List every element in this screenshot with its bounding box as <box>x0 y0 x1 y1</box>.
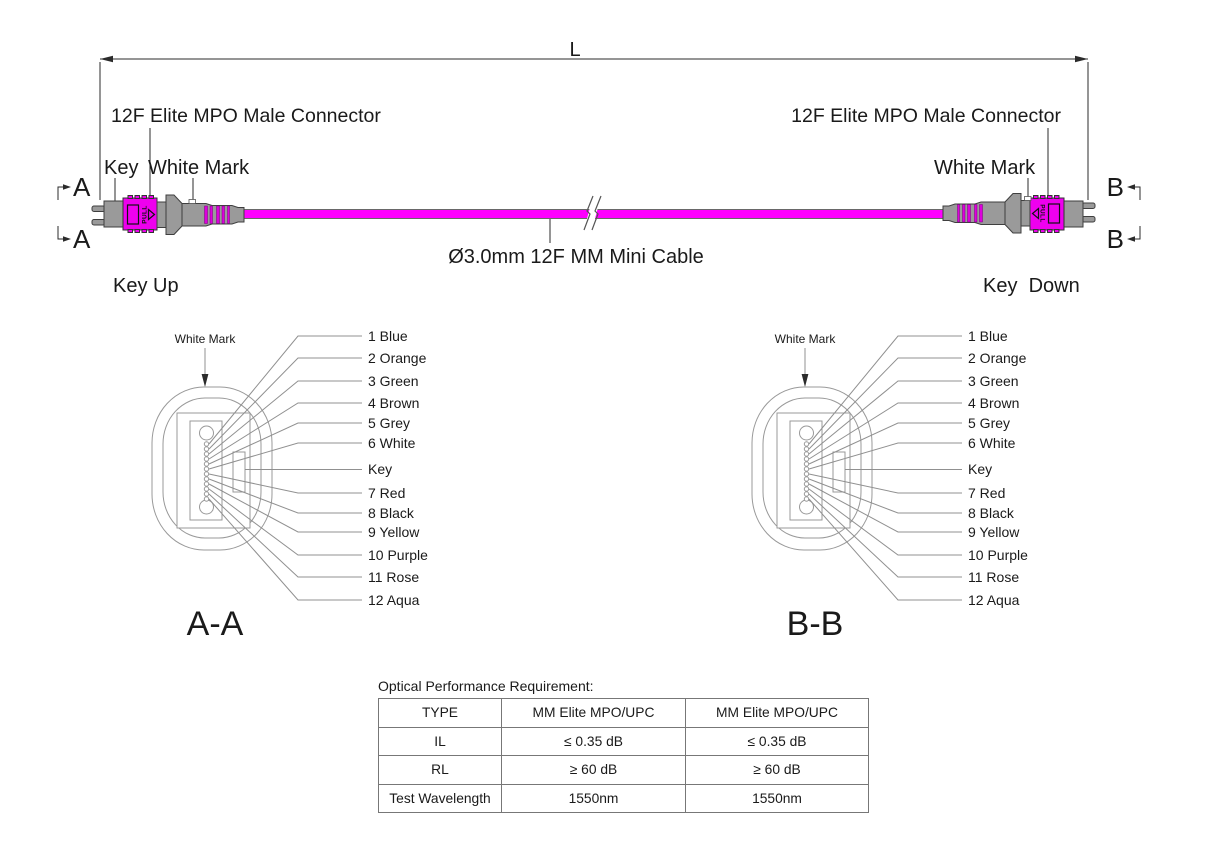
dimension-line-L: L <box>99 39 1089 200</box>
left-connector-label: 12F Elite MPO Male Connector <box>111 105 381 127</box>
guide-pin <box>1081 202 1096 209</box>
housing-window <box>1047 203 1061 224</box>
table-row: Test Wavelength 1550nm 1550nm <box>378 783 869 814</box>
connector-housing <box>122 197 158 231</box>
fiber-label: Key <box>368 461 392 477</box>
fiber-label: 8 Black <box>968 505 1015 521</box>
fiber-label: 2 Orange <box>368 350 427 366</box>
section-marker-a-top: A <box>73 172 91 202</box>
fiber-label: 6 White <box>968 435 1016 451</box>
pull-arrow-icon <box>147 208 156 221</box>
cell-rl-a: ≥ 60 dB <box>501 755 686 785</box>
fiber-label: 7 Red <box>368 485 405 501</box>
table-row: IL ≤ 0.35 dB ≤ 0.35 dB <box>378 726 869 757</box>
fiber-label: 3 Green <box>368 373 419 389</box>
fiber-label: Key <box>968 461 992 477</box>
fiber-label: 4 Brown <box>968 395 1019 411</box>
arrowhead-left-icon <box>100 55 113 63</box>
white-mark-left <box>188 199 196 204</box>
boot <box>181 203 245 227</box>
table-row: RL ≥ 60 dB ≥ 60 dB <box>378 755 869 785</box>
cell-il-a: ≤ 0.35 dB <box>501 726 686 757</box>
section-marker-b-bottom: B <box>1107 224 1124 254</box>
callout-leaders <box>114 128 1049 243</box>
fiber-label: 6 White <box>368 435 416 451</box>
table-row: TYPE MM Elite MPO/UPC MM Elite MPO/UPC <box>378 698 869 728</box>
cell-wavelength-b: 1550nm <box>685 783 869 814</box>
cell-type-b: MM Elite MPO/UPC <box>685 698 869 728</box>
fiber-label: 12 Aqua <box>968 592 1020 608</box>
section-face-drawing <box>151 335 362 601</box>
section-a-white-mark: White Mark <box>175 332 237 346</box>
ferrule <box>1063 200 1084 228</box>
table-title: Optical Performance Requirement: <box>378 678 594 694</box>
section-marker-b-top: B <box>1107 172 1124 202</box>
fiber-label: 5 Grey <box>368 415 410 431</box>
ferrule <box>103 200 124 228</box>
length-dim-label: L <box>569 39 580 61</box>
key-slot <box>232 451 246 493</box>
cell-rl-b: ≥ 60 dB <box>685 755 869 785</box>
pull-text: PULL <box>142 205 149 224</box>
section-b-white-mark: White Mark <box>775 332 837 346</box>
guide-pin <box>1081 216 1096 223</box>
flange <box>1004 193 1022 234</box>
housing-window <box>126 204 140 225</box>
fiber-label: 3 Green <box>968 373 1019 389</box>
fiber-label: 4 Brown <box>368 395 419 411</box>
white-mark-callout-right: White Mark <box>934 157 1036 179</box>
cable-break-symbol <box>583 195 602 231</box>
section-face-drawing-b <box>751 335 963 601</box>
fiber-label: 10 Purple <box>968 547 1028 563</box>
cell-wavelength-header: Test Wavelength <box>378 783 502 814</box>
guide-pin <box>91 219 106 226</box>
key-down-label: Key Down <box>983 275 1080 297</box>
cable-label: Ø3.0mm 12F MM Mini Cable <box>448 246 704 268</box>
collar <box>1020 200 1031 227</box>
collar <box>156 201 167 228</box>
guide-pin <box>91 205 106 212</box>
cell-il-b: ≤ 0.35 dB <box>685 726 869 757</box>
pull-text: PULL <box>1038 204 1045 223</box>
fiber-label: 1 Blue <box>968 328 1008 344</box>
white-mark-right <box>1024 196 1032 201</box>
optical-performance-table: TYPE MM Elite MPO/UPC MM Elite MPO/UPC I… <box>378 698 869 814</box>
fiber-label: 7 Red <box>968 485 1005 501</box>
section-a-caption: A-A <box>187 605 244 643</box>
fiber-label: 9 Yellow <box>968 524 1020 540</box>
fiber-label: 12 Aqua <box>368 592 420 608</box>
connector-housing <box>1029 197 1065 231</box>
right-connector-label: 12F Elite MPO Male Connector <box>791 105 1061 127</box>
section-markers: A A B B <box>57 172 1141 254</box>
fiber-label: 11 Rose <box>968 569 1019 585</box>
right-connector: PULL <box>942 193 1096 234</box>
arrowhead-right-icon <box>1075 55 1088 63</box>
cell-type-a: MM Elite MPO/UPC <box>501 698 686 728</box>
flange <box>165 194 183 235</box>
section-b-caption: B-B <box>787 605 844 643</box>
cell-type-header: TYPE <box>378 698 502 728</box>
cell-rl-header: RL <box>378 755 502 785</box>
pull-arrow-icon <box>1031 207 1040 220</box>
cell-wavelength-a: 1550nm <box>501 783 686 814</box>
key-up-label: Key Up <box>113 275 179 297</box>
fiber-label: 1 Blue <box>368 328 408 344</box>
fiber-label: 2 Orange <box>968 350 1027 366</box>
section-b-fiber-labels: 1 Blue 2 Orange 3 Green 4 Brown 5 Grey 6… <box>968 328 1028 608</box>
section-marker-a-bottom: A <box>73 224 91 254</box>
left-connector: PULL <box>91 194 245 235</box>
fiber-label: 5 Grey <box>968 415 1010 431</box>
section-a-fiber-labels: 1 Blue 2 Orange 3 Green 4 Brown 5 Grey 6… <box>368 328 428 608</box>
key-callout: Key <box>104 157 138 179</box>
fiber-label: 10 Purple <box>368 547 428 563</box>
fiber-label: 9 Yellow <box>368 524 420 540</box>
fiber-label: 8 Black <box>368 505 415 521</box>
white-mark-callout-left: White Mark <box>148 157 250 179</box>
fiber-label: 11 Rose <box>368 569 419 585</box>
guide-pin-hole <box>199 425 214 441</box>
cell-il-header: IL <box>378 726 502 757</box>
boot <box>942 201 1006 225</box>
